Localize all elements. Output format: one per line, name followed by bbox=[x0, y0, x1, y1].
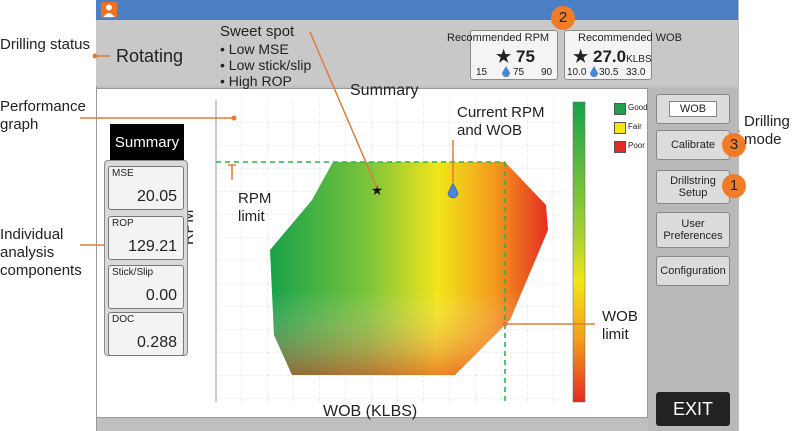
mse-value: 20.05 bbox=[136, 188, 177, 205]
wob-scale-min: 10.0 bbox=[567, 67, 587, 78]
drilling-status-value: Rotating bbox=[116, 46, 184, 66]
callout-2: 2 bbox=[551, 6, 575, 30]
mse-label: MSE bbox=[112, 168, 134, 179]
graph-title: Summary bbox=[350, 82, 419, 99]
exit-button[interactable]: EXIT bbox=[656, 392, 730, 426]
sweet-spot-item: • High ROP bbox=[220, 73, 292, 89]
wob-scale-max: 33.0 bbox=[626, 67, 646, 78]
legend-fair-label: Fair bbox=[628, 122, 642, 131]
legend-poor-swatch bbox=[614, 141, 626, 153]
legend-good-label: Good bbox=[628, 103, 648, 112]
annotation-drilling-status: Drilling status bbox=[0, 36, 91, 53]
rpm-marker-icon bbox=[502, 65, 510, 83]
annotation-performance-graph: Performance graph bbox=[0, 98, 86, 133]
annotation-drilling-mode: Drilling mode bbox=[744, 113, 790, 148]
recommended-rpm-value: ★ 75 bbox=[496, 47, 535, 67]
doc-label: DOC bbox=[112, 314, 135, 325]
recommended-wob-value: ★ 27.0KLBS bbox=[573, 47, 652, 67]
mse-component[interactable]: MSE 20.05 bbox=[108, 166, 184, 210]
configuration-button[interactable]: Configuration bbox=[656, 256, 730, 286]
star-icon: ★ bbox=[573, 47, 589, 66]
sweet-spot-pointer bbox=[309, 31, 378, 189]
recommended-rpm-box bbox=[470, 30, 558, 80]
sweet-spot-item: • Low stick/slip bbox=[220, 57, 312, 73]
annotation-wob-limit: WOB limit bbox=[602, 308, 638, 343]
calibrate-button[interactable]: Calibrate bbox=[656, 130, 730, 160]
title-bar bbox=[96, 0, 738, 20]
summary-button[interactable]: Summary bbox=[110, 124, 184, 162]
annotation-individual-analysis: Individual analysis components bbox=[0, 226, 82, 279]
wob-unit: KLBS bbox=[626, 54, 652, 65]
sweet-spot-star: ★ bbox=[371, 182, 384, 198]
drilling-mode-selector[interactable]: WOB bbox=[656, 94, 730, 124]
rpm-value-text: 75 bbox=[515, 47, 535, 66]
legend-poor-label: Poor bbox=[628, 141, 645, 150]
doc-value: 0.288 bbox=[136, 334, 177, 351]
sweet-spot-title: Sweet spot bbox=[220, 23, 295, 40]
sweet-spot-item: • Low MSE bbox=[220, 41, 289, 57]
rop-label: ROP bbox=[112, 218, 134, 229]
doc-component[interactable]: DOC 0.288 bbox=[108, 312, 184, 356]
wob-value-text: 27.0 bbox=[592, 47, 627, 66]
drilling-mode-value: WOB bbox=[668, 101, 718, 117]
color-scale-bar bbox=[572, 101, 586, 403]
rpm-scale-max: 90 bbox=[541, 67, 553, 78]
current-rpm-wob-marker bbox=[447, 182, 459, 199]
wob-scale-current: 30.5 bbox=[599, 67, 619, 78]
user-preferences-button[interactable]: User Preferences bbox=[656, 212, 730, 248]
drillstring-setup-button[interactable]: Drillstring Setup bbox=[656, 170, 730, 204]
annotation-current-rpm-wob: Current RPM and WOB bbox=[457, 104, 545, 139]
user-icon[interactable] bbox=[101, 2, 117, 18]
stick-slip-component[interactable]: Stick/Slip 0.00 bbox=[108, 265, 184, 309]
star-icon: ★ bbox=[496, 47, 512, 66]
recommended-rpm-title: Recommended RPM bbox=[447, 32, 550, 44]
legend-good-swatch bbox=[614, 103, 626, 115]
stick-slip-value: 0.00 bbox=[145, 287, 177, 304]
x-axis-label: WOB (KLBS) bbox=[323, 403, 418, 420]
operating-zone-shade bbox=[270, 162, 548, 375]
wob-marker-icon bbox=[590, 65, 598, 83]
rop-component[interactable]: ROP 129.21 bbox=[108, 216, 184, 260]
legend-fair-swatch bbox=[614, 122, 626, 134]
recommended-wob-box bbox=[564, 30, 652, 80]
recommended-wob-title: Recommended WOB bbox=[578, 32, 682, 44]
rop-value: 129.21 bbox=[128, 238, 177, 255]
rpm-scale-current: 75 bbox=[513, 67, 525, 78]
callout-3: 3 bbox=[722, 133, 746, 157]
annotation-rpm-limit: RPM limit bbox=[238, 190, 272, 225]
callout-1: 1 bbox=[722, 174, 746, 198]
stick-slip-label: Stick/Slip bbox=[112, 267, 154, 278]
rpm-scale-min: 15 bbox=[476, 67, 488, 78]
